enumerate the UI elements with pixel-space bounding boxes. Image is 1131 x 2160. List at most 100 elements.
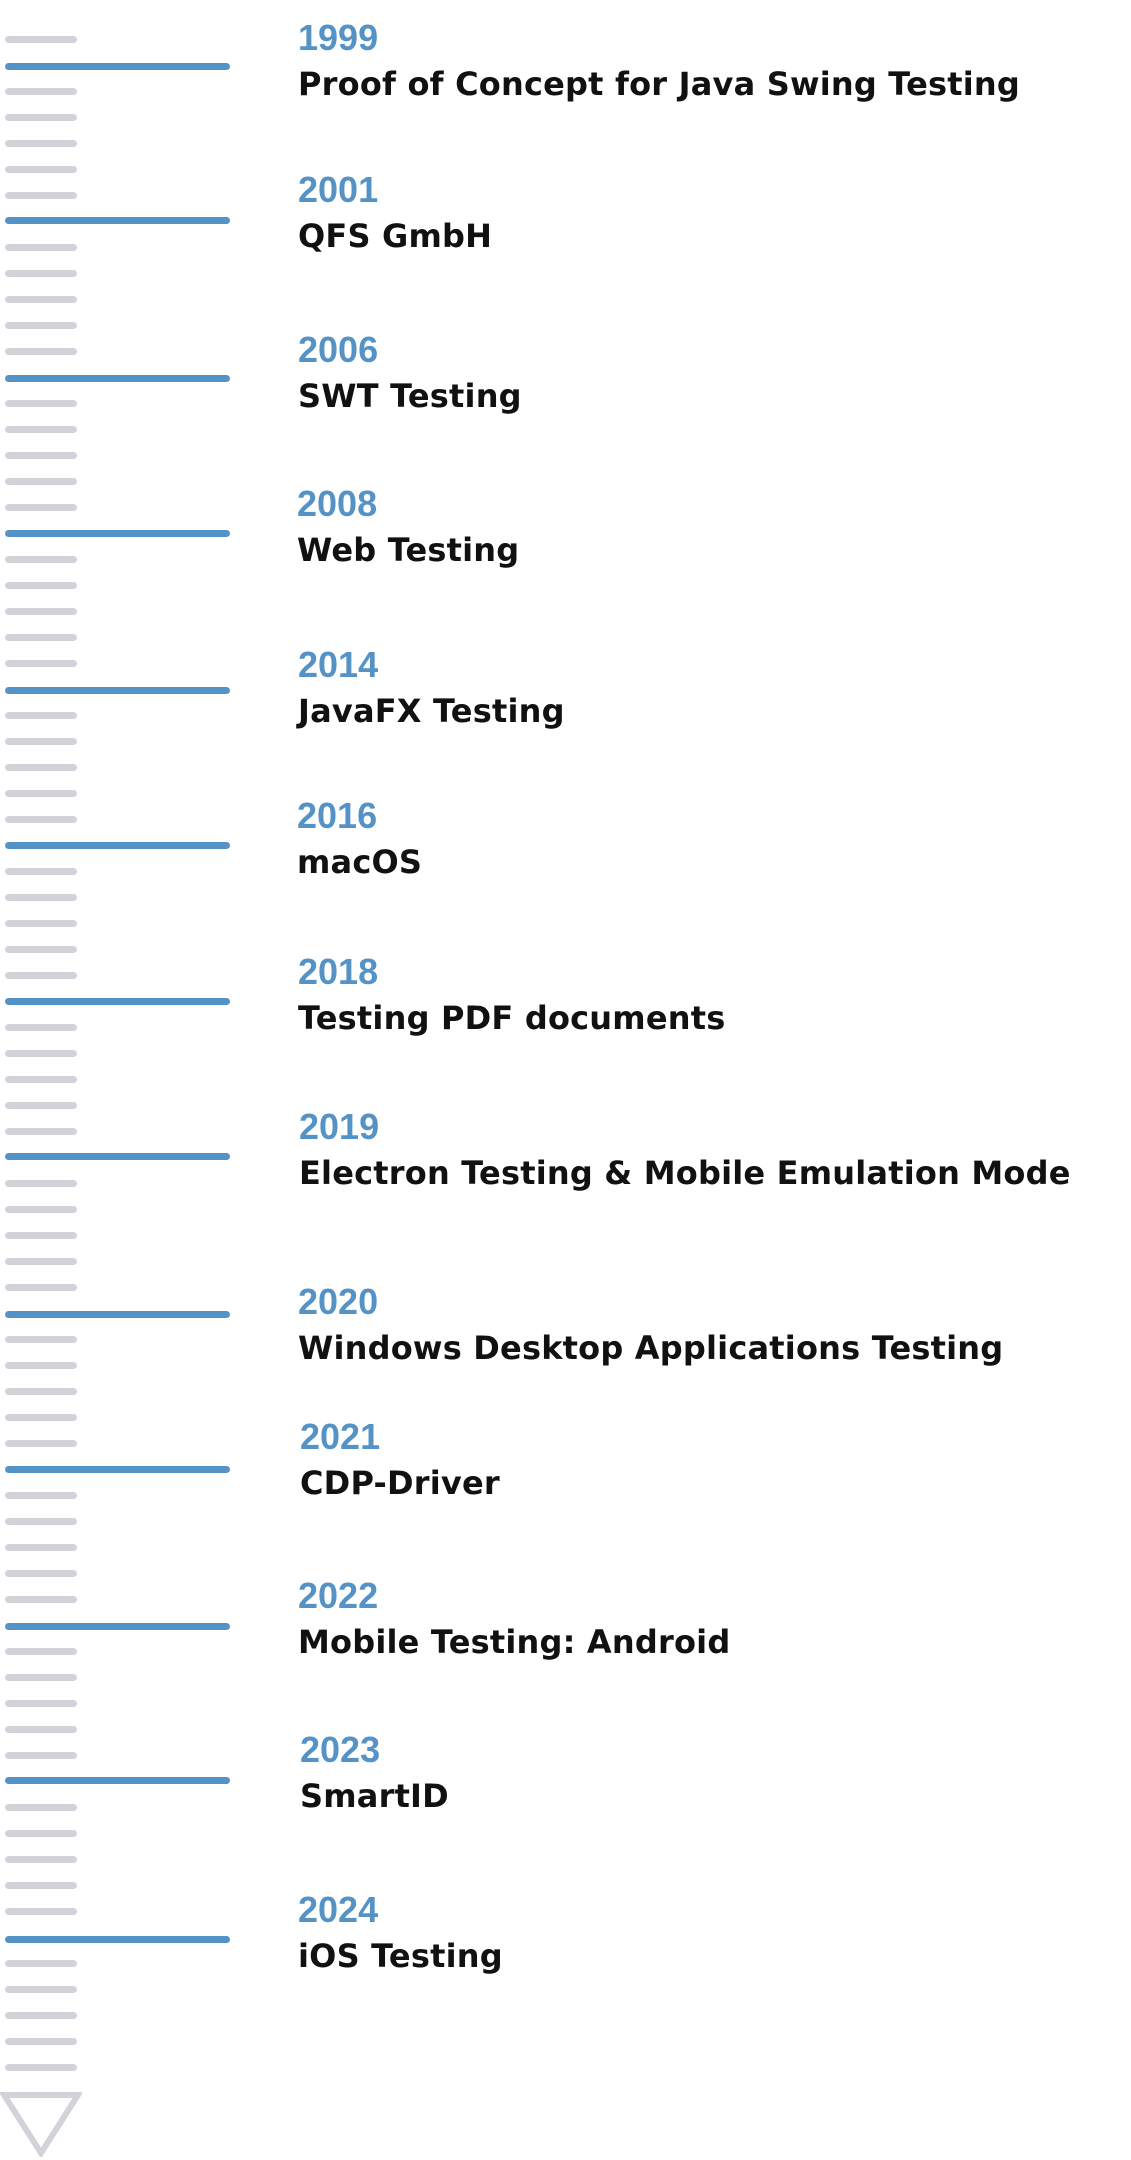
timeline-tick [5,504,77,511]
timeline-tick [5,582,77,589]
timeline-tick [5,296,77,303]
timeline-tick [5,1856,77,1863]
timeline-tick [5,1336,77,1343]
timeline-event-2001: 2001 QFS GmbH [298,168,1118,260]
timeline-tick [5,1908,77,1915]
timeline-tick [5,322,77,329]
timeline-event-2008: 2008 Web Testing [297,482,1117,574]
timeline-tick [5,1960,77,1967]
timeline-event-2020: 2020 Windows Desktop Applications Testin… [298,1280,1118,1372]
timeline-tick [5,556,77,563]
event-title: macOS [297,843,423,881]
event-title: iOS Testing [298,1937,503,1975]
event-year: 2006 [298,329,379,370]
timeline-tick [5,114,77,121]
timeline-tick [5,1180,77,1187]
timeline-tick [5,270,77,277]
timeline-milestone-marker [5,530,230,537]
timeline-event-2024: 2024 iOS Testing [298,1888,1118,1980]
timeline-milestone-marker [5,1936,230,1943]
timeline-event-2016: 2016 macOS [297,794,1117,886]
timeline-tick [5,1986,77,1993]
timeline-tick [5,1804,77,1811]
timeline-tick [5,1518,77,1525]
timeline-tick [5,868,77,875]
timeline-tick [5,88,77,95]
timeline-tick [5,1544,77,1551]
timeline-tick [5,1882,77,1889]
event-year: 2016 [297,795,378,836]
timeline-tick [5,634,77,641]
timeline-event-2014: 2014 JavaFX Testing [298,643,1118,735]
timeline-tick [5,1570,77,1577]
timeline-tick [5,2012,77,2019]
timeline-tick [5,1726,77,1733]
timeline-tick [5,712,77,719]
timeline-milestone-marker [5,63,230,70]
timeline-tick [5,660,77,667]
timeline-tick [5,1752,77,1759]
timeline-tick [5,1232,77,1239]
timeline-tick [5,1388,77,1395]
timeline-tick [5,764,77,771]
timeline-event-1999: 1999 Proof of Concept for Java Swing Tes… [298,16,1118,108]
timeline-event-2023: 2023 SmartID [300,1728,1120,1820]
timeline-tick [5,1648,77,1655]
timeline-tick [5,140,77,147]
timeline-tick [5,192,77,199]
event-title: QFS GmbH [298,217,493,255]
event-year: 2023 [300,1729,381,1770]
timeline-tick [5,1492,77,1499]
timeline-milestone-marker [5,1777,230,1784]
timeline-tick [5,1128,77,1135]
timeline-event-2018: 2018 Testing PDF documents [298,950,1118,1042]
timeline-tick [5,1024,77,1031]
event-title: SWT Testing [298,377,522,415]
timeline-milestone-marker [5,1623,230,1630]
timeline-tick [5,972,77,979]
timeline-tick [5,1440,77,1447]
event-title: Mobile Testing: Android [298,1623,731,1661]
timeline-tick [5,1596,77,1603]
timeline-event-2022: 2022 Mobile Testing: Android [298,1574,1118,1666]
timeline-end-arrow-icon [0,2092,82,2157]
timeline-event-2021: 2021 CDP-Driver [300,1415,1120,1507]
event-year: 2001 [298,169,379,210]
timeline-tick [5,1830,77,1837]
timeline-tick [5,1362,77,1369]
timeline-milestone-marker [5,842,230,849]
event-title: Windows Desktop Applications Testing [298,1329,1004,1367]
timeline-milestone-marker [5,1311,230,1318]
timeline-tick [5,1050,77,1057]
timeline-tick [5,816,77,823]
event-year: 2018 [298,951,379,992]
timeline-tick [5,608,77,615]
timeline-tick [5,894,77,901]
event-year: 1999 [298,17,379,58]
timeline-tick [5,738,77,745]
timeline-tick [5,426,77,433]
timeline-tick [5,1700,77,1707]
timeline-milestone-marker [5,998,230,1005]
event-year: 2024 [298,1889,379,1930]
timeline-axis [0,0,240,2160]
timeline-tick [5,166,77,173]
event-year: 2019 [299,1106,380,1147]
timeline-tick [5,1674,77,1681]
timeline-tick [5,400,77,407]
timeline-tick [5,478,77,485]
event-year: 2020 [298,1281,379,1322]
event-year: 2022 [298,1575,379,1616]
event-year: 2021 [300,1416,381,1457]
event-title: Electron Testing & Mobile Emulation Mode [299,1154,1071,1192]
timeline-milestone-marker [5,1466,230,1473]
event-year: 2014 [298,644,379,685]
timeline-event-2019: 2019 Electron Testing & Mobile Emulation… [299,1105,1119,1197]
timeline-tick [5,1102,77,1109]
timeline-tick [5,244,77,251]
event-title: Proof of Concept for Java Swing Testing [298,65,1020,103]
timeline-tick [5,946,77,953]
timeline-tick [5,2064,77,2071]
timeline-milestone-marker [5,1153,230,1160]
